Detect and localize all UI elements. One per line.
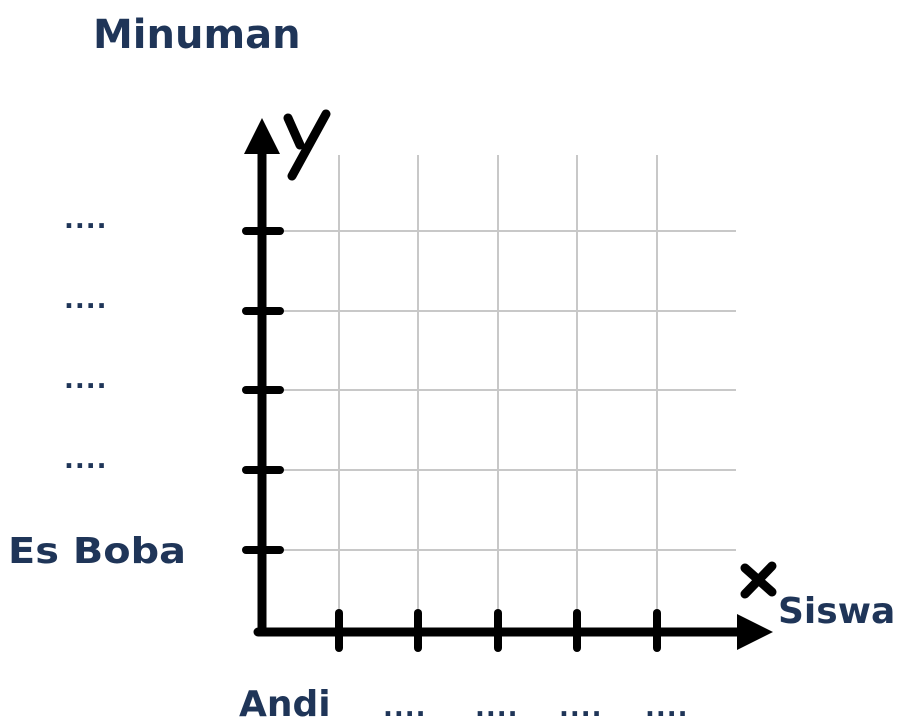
diagram-title: Minuman bbox=[93, 12, 301, 58]
x-label: .... bbox=[559, 693, 603, 723]
x-label: .... bbox=[383, 693, 427, 723]
y-axis-ticks bbox=[242, 227, 284, 554]
x-axis-arrowhead bbox=[737, 614, 773, 650]
y-axis-letter bbox=[283, 109, 331, 181]
y-label: .... bbox=[64, 205, 108, 235]
x-label: .... bbox=[645, 693, 689, 723]
y-label: .... bbox=[64, 445, 108, 475]
y-axis-arrowhead bbox=[244, 118, 280, 154]
grid bbox=[262, 155, 736, 630]
y-letter-stroke bbox=[283, 113, 305, 150]
x-axis-letter bbox=[740, 561, 777, 599]
y-label: .... bbox=[64, 365, 108, 395]
x-letter-stroke bbox=[740, 561, 777, 599]
x-axis-ticks bbox=[335, 609, 661, 652]
x-axis-name: Siswa bbox=[778, 591, 895, 632]
y-label: .... bbox=[64, 285, 108, 315]
x-label: .... bbox=[475, 693, 519, 723]
x-axis-labels: Andi .... .... .... .... bbox=[239, 684, 689, 724]
y-label: Es Boba bbox=[8, 531, 186, 572]
x-label: Andi bbox=[239, 684, 331, 724]
y-axis-labels: .... .... .... .... Es Boba bbox=[8, 205, 186, 572]
y-letter-stroke bbox=[287, 109, 331, 181]
